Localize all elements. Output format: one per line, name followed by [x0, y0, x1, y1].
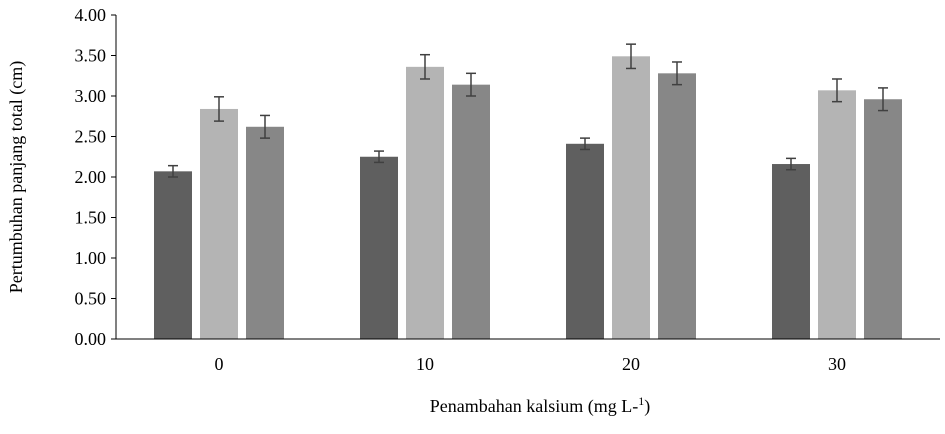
x-axis-ticks: 0 10 20 30 — [215, 354, 847, 374]
error-bar — [374, 150, 384, 164]
y-tick-label: 2.00 — [75, 167, 107, 187]
x-tick-label: 20 — [622, 354, 640, 374]
error-bar — [672, 61, 682, 86]
error-bar — [420, 53, 430, 80]
bar — [406, 66, 444, 339]
bar — [200, 108, 238, 340]
bars — [154, 56, 902, 340]
y-axis-ticks: 0.00 0.50 1.00 1.50 2.00 2.50 3.00 3.50 4.00 — [75, 5, 116, 349]
x-tick-label: 0 — [215, 354, 224, 374]
bar — [612, 56, 650, 340]
bar — [772, 164, 810, 339]
error-bar — [786, 157, 796, 171]
x-axis-title: Penambahan kalsium (mg L-1) — [430, 394, 650, 417]
y-tick-label: 2.50 — [75, 127, 107, 147]
y-tick-label: 1.50 — [75, 208, 107, 228]
y-axis-title: Pertumbuhan panjang total (cm) — [6, 61, 27, 293]
y-tick-label: 3.00 — [75, 86, 107, 106]
error-bar — [580, 137, 590, 151]
y-tick-label: 0.50 — [75, 289, 107, 309]
error-bar — [260, 114, 270, 139]
bar — [864, 99, 902, 340]
error-bar — [214, 96, 224, 122]
x-tick-label: 30 — [828, 354, 846, 374]
x-axis-title-main: Penambahan kalsium (mg L- — [430, 396, 638, 417]
y-tick-label: 4.00 — [75, 5, 107, 25]
y-tick-label: 3.50 — [75, 46, 107, 66]
bar — [360, 156, 398, 339]
x-tick-label: 10 — [416, 354, 434, 374]
bar — [246, 126, 284, 339]
error-bars — [168, 43, 888, 178]
y-tick-label: 1.00 — [75, 248, 107, 268]
bar — [154, 171, 192, 339]
error-bar — [626, 43, 636, 70]
error-bar — [878, 87, 888, 112]
bar — [566, 143, 604, 339]
x-axis-title-end: ) — [644, 396, 650, 417]
y-tick-label: 0.00 — [75, 329, 107, 349]
bar — [658, 73, 696, 339]
error-bar — [168, 164, 178, 178]
bar — [818, 90, 856, 339]
bar — [452, 84, 490, 339]
error-bar — [832, 78, 842, 103]
error-bar — [466, 72, 476, 97]
x-axis-title-sup: 1 — [638, 394, 644, 408]
